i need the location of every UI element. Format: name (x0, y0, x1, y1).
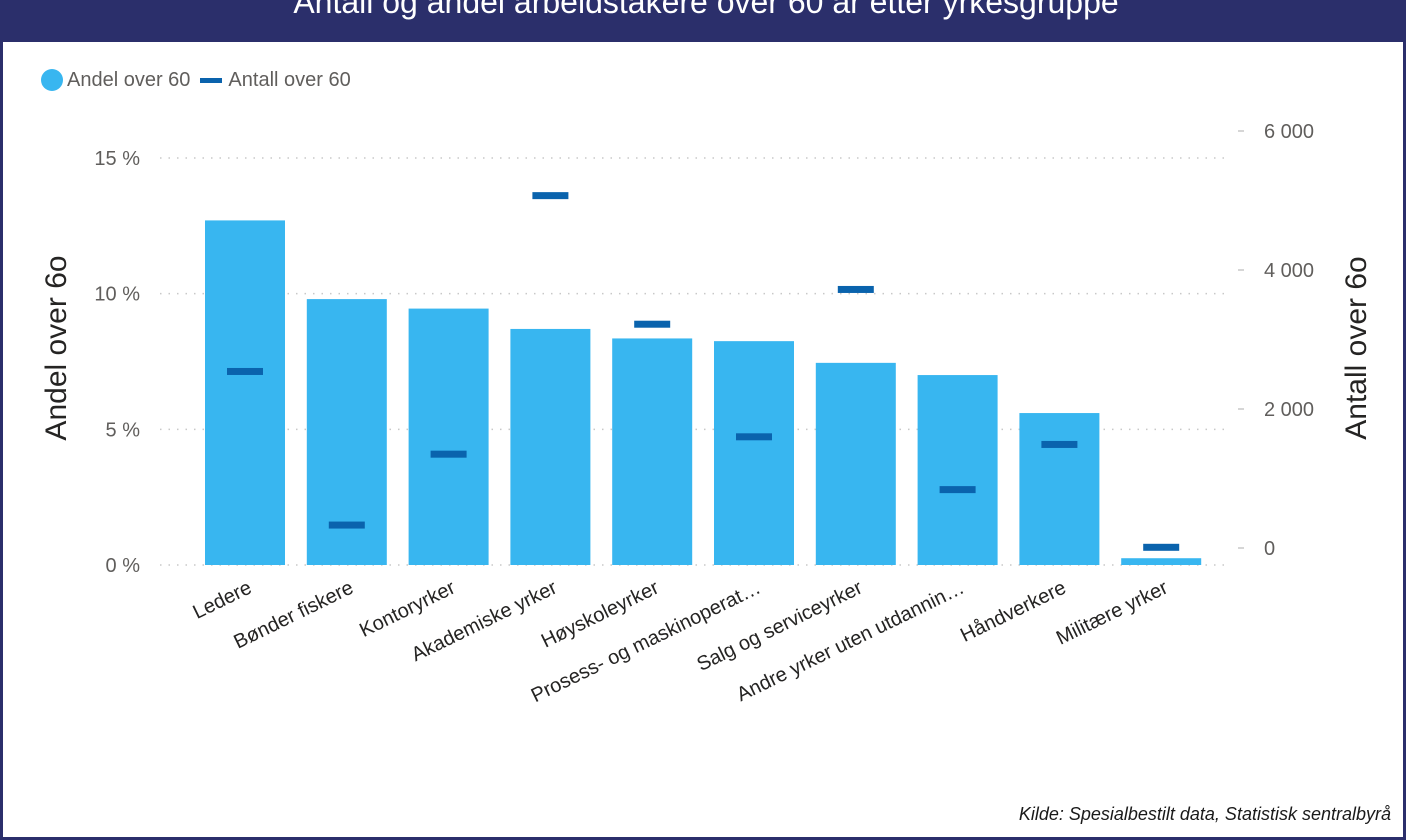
y-right-axis-title: Antall over 6o (1340, 256, 1373, 439)
x-category-label: Håndverkere (957, 577, 1070, 647)
y-left-tick-label: 15 % (94, 148, 140, 170)
bar-andel-over-60 (612, 338, 693, 565)
chart-header: Antall og andel arbeidstakere over 60 år… (3, 0, 1406, 42)
bar-andel-over-60 (815, 362, 896, 565)
y-left-tick-label: 10 % (94, 284, 140, 306)
dash-antall-over-60 (532, 192, 569, 200)
bar-andel-over-60 (510, 328, 591, 565)
x-category-label: Salg og serviceyrker (693, 577, 866, 676)
y-left-axis-title: Andel over 6o (40, 255, 73, 440)
dash-antall-over-60 (634, 320, 671, 328)
dash-antall-over-60 (1041, 440, 1078, 448)
bar-andel-over-60 (1019, 413, 1100, 565)
y-right-tick-label: 0 (1264, 538, 1275, 560)
dash-antall-over-60 (939, 486, 976, 494)
dash-antall-over-60 (837, 285, 874, 293)
chart-title: Antall og andel arbeidstakere over 60 år… (293, 0, 1119, 20)
dash-antall-over-60 (1143, 543, 1180, 551)
bar-andel-over-60 (408, 308, 489, 565)
bar-andel-over-60 (205, 220, 285, 565)
legend-label-andel: Andel over 60 (67, 68, 191, 91)
bar-andel-over-60 (1121, 558, 1202, 565)
y-left-tick-label: 0 % (106, 555, 141, 577)
y-right-tick-label: 4 000 (1264, 260, 1314, 282)
dash-antall-over-60 (430, 450, 467, 458)
y-right-tick-label: 6 000 (1264, 121, 1314, 143)
legend-dash-swatch (200, 77, 223, 83)
y-left-tick-label: 5 % (106, 419, 141, 441)
source-note: Kilde: Spesialbestilt data, Statistisk s… (1018, 804, 1391, 824)
dash-antall-over-60 (736, 433, 772, 441)
legend-label-antall: Antall over 60 (228, 68, 351, 91)
dash-antall-over-60 (328, 521, 365, 529)
y-right-tick-label: 2 000 (1264, 399, 1314, 421)
bar-andel-over-60 (714, 341, 794, 565)
x-category-label: Militære yrker (1053, 577, 1172, 650)
legend: Andel over 60 Antall over 60 (41, 66, 351, 94)
bar-andel-over-60 (306, 299, 387, 565)
bar-andel-over-60 (917, 375, 998, 565)
legend-bar-swatch (41, 69, 63, 91)
dash-antall-over-60 (227, 367, 263, 375)
x-category-label: Ledere (190, 577, 256, 624)
